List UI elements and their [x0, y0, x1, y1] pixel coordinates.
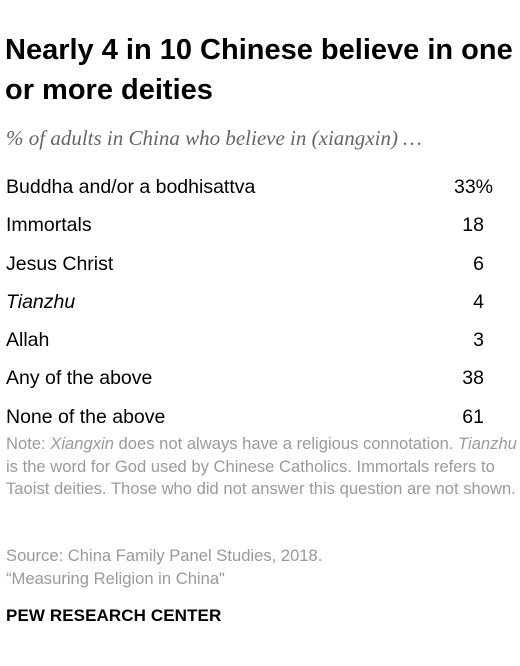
row-label: Tianzhu: [6, 290, 76, 313]
row-value: 4: [473, 290, 484, 313]
table-row: Any of the above 38: [0, 361, 520, 399]
note-text-1: does not always have a religious connota…: [113, 434, 459, 453]
row-value: 18: [462, 214, 484, 237]
note-term-tianzhu: Tianzhu: [458, 434, 517, 453]
source-line-2: “Measuring Religion in China": [6, 568, 225, 588]
row-value: 3: [473, 329, 484, 352]
note-term-xiangxin: Xiangxin: [50, 434, 114, 453]
row-value: 6: [473, 252, 484, 275]
table-row: Allah 3: [0, 323, 520, 361]
row-label: Buddha and/or a bodhisattva: [6, 176, 256, 198]
row-label: Allah: [6, 329, 50, 352]
note: Note: Xiangxin does not always have a re…: [6, 433, 518, 501]
row-label: Jesus Christ: [6, 252, 114, 275]
row-label: Any of the above: [6, 367, 153, 390]
source-line-1: Source: China Family Panel Studies, 2018…: [6, 546, 323, 565]
chart-title: Nearly 4 in 10 Chinese believe in one or…: [5, 34, 513, 106]
note-prefix: Note:: [6, 434, 51, 453]
note-text-2: is the word for God used by Chinese Cath…: [6, 456, 516, 499]
table-row: Jesus Christ 6: [0, 247, 520, 285]
table-row: None of the above 61: [0, 400, 520, 438]
row-value: 38: [462, 367, 484, 390]
row-label: None of the above: [6, 405, 166, 428]
data-table: Buddha and/or a bodhisattva 33% Immortals 1…: [0, 170, 520, 438]
row-value: 61: [462, 405, 484, 428]
row-label: Immortals: [6, 214, 92, 237]
chart-subtitle: % of adults in China who believe in (xia…: [6, 126, 422, 150]
table-row: Buddha and/or a bodhisattva 33%: [0, 170, 520, 208]
row-value: 33%: [453, 176, 493, 198]
source: Source: China Family Panel Studies, 2018…: [6, 545, 516, 590]
table-row: Immortals 18: [0, 208, 520, 246]
table-row: Tianzhu 4: [0, 285, 520, 323]
brand-logo-text: PEW RESEARCH CENTER: [6, 606, 222, 625]
